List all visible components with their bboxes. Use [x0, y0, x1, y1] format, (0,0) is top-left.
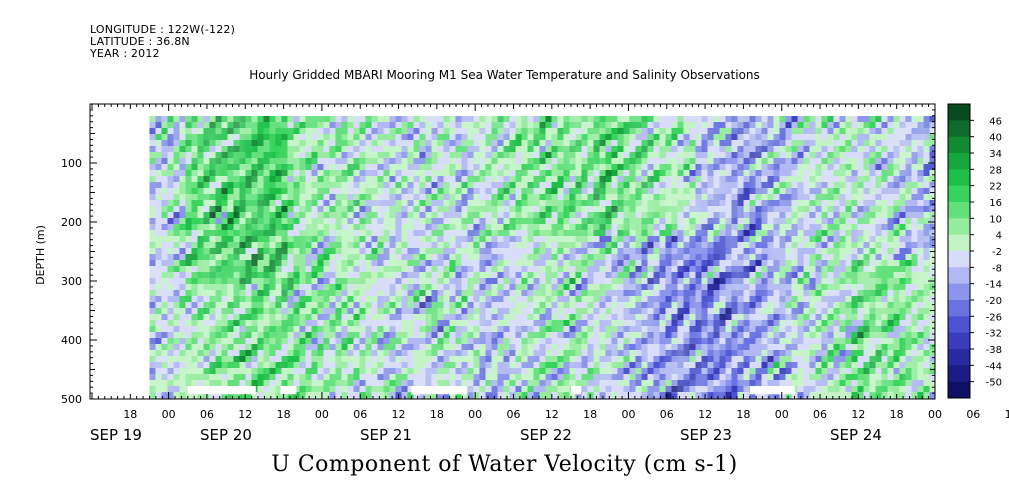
colorbar-swatch — [948, 267, 970, 285]
x-axis: 18 00 06 12 18 00 06 12 18 00 06 12 18 00 06 12 18 00 06 12… — [90, 104, 1009, 444]
x-date-label: SEP 21 — [360, 426, 412, 444]
x-hour-tick-label: 12 — [238, 408, 252, 421]
colorbar-label: 46 — [989, 116, 1002, 127]
colorbar-swatch — [948, 365, 970, 383]
colorbar-swatch — [948, 153, 970, 170]
x-hour-tick-label: 06 — [966, 408, 980, 421]
colorbar-label: 34 — [989, 149, 1002, 160]
x-date-label: SEP 23 — [680, 426, 732, 444]
x-hour-tick-label: 12 — [545, 408, 559, 421]
colorbar-swatch — [948, 218, 970, 236]
colorbar-label: -20 — [986, 296, 1002, 307]
colorbar-swatch — [948, 120, 970, 138]
colorbar-swatch — [948, 136, 970, 154]
colorbar-swatch — [948, 381, 970, 399]
x-hour-tick-label: 06 — [813, 408, 827, 421]
colorbar-label: -50 — [986, 378, 1002, 389]
year-label: YEAR : 2012 — [90, 47, 160, 60]
x-hour-tick-label: 18 — [123, 408, 137, 421]
x-hour-tick-label: 12 — [392, 408, 406, 421]
y-tick-label: 300 — [61, 275, 82, 288]
colorbar: 46 40 34 28 22 16 10 4 -2 -8 -14 -20 -26 -32 -38 -44 -50 — [947, 103, 1002, 399]
colorbar-label: 4 — [996, 231, 1002, 242]
colorbar-swatch — [948, 283, 970, 301]
y-tick-label: 400 — [61, 334, 82, 347]
x-hour-tick-label: 00 — [928, 408, 942, 421]
x-hour-tick-label: 06 — [200, 408, 214, 421]
x-hour-tick-label: 00 — [621, 408, 635, 421]
y-axis: 100 200 300 400 500 — [61, 103, 935, 406]
chart-title: Hourly Gridded MBARI Mooring M1 Sea Wate… — [249, 68, 760, 82]
colorbar-label: 28 — [989, 165, 1002, 176]
variable-title: U Component of Water Velocity (cm s-1) — [271, 452, 738, 477]
y-axis-label: DEPTH (m) — [34, 225, 47, 285]
x-hour-tick-label: 06 — [507, 408, 521, 421]
colorbar-label: -44 — [986, 361, 1002, 372]
x-date-label: SEP 22 — [520, 426, 572, 444]
colorbar-label: 16 — [989, 198, 1002, 209]
colorbar-label: 22 — [989, 182, 1002, 193]
y-tick-label: 200 — [61, 216, 82, 229]
x-hour-tick-label: 18 — [890, 408, 904, 421]
colorbar-swatch — [948, 332, 970, 350]
x-date-label: SEP 20 — [200, 426, 252, 444]
x-date-label: SEP 24 — [830, 426, 882, 444]
x-hour-tick-label: 12 — [851, 408, 865, 421]
colorbar-label: 40 — [989, 133, 1002, 144]
colorbar-swatch — [948, 185, 970, 203]
y-tick-label: 100 — [61, 157, 82, 170]
x-hour-tick-label: 00 — [775, 408, 789, 421]
colorbar-swatch — [948, 300, 970, 317]
x-date-label: SEP 19 — [90, 426, 142, 444]
colorbar-swatch — [948, 234, 970, 252]
x-hour-tick-label: 00 — [162, 408, 176, 421]
velocity-field — [149, 115, 935, 399]
x-hour-tick-label: 12 — [698, 408, 712, 421]
x-hour-tick-label: 00 — [468, 408, 482, 421]
x-hour-tick-label: 18 — [736, 408, 750, 421]
colorbar-label: -26 — [986, 312, 1002, 323]
x-hour-tick-label: 12 — [1005, 408, 1009, 421]
colorbar-swatch — [948, 202, 970, 219]
x-hour-tick-label: 06 — [353, 408, 367, 421]
colorbar-label: -8 — [992, 263, 1002, 274]
colorbar-swatch — [948, 316, 970, 334]
colorbar-swatch — [948, 251, 970, 268]
y-tick-label: 500 — [61, 393, 82, 406]
colorbar-label: -14 — [986, 280, 1002, 291]
x-hour-tick-label: 00 — [315, 408, 329, 421]
latitude-label: LATITUDE : 36.8N — [90, 35, 190, 48]
colorbar-swatch — [948, 349, 970, 366]
colorbar-label: -2 — [992, 247, 1002, 258]
colorbar-label: -38 — [986, 345, 1002, 356]
x-hour-tick-label: 18 — [583, 408, 597, 421]
colorbar-label: 10 — [989, 214, 1002, 225]
longitude-label: LONGITUDE : 122W(-122) — [90, 23, 236, 36]
x-hour-tick-label: 06 — [660, 408, 674, 421]
x-hour-tick-label: 18 — [430, 408, 444, 421]
colorbar-label: -32 — [986, 329, 1002, 340]
colorbar-swatch — [948, 169, 970, 187]
colorbar-swatch — [948, 104, 970, 121]
x-hour-tick-label: 18 — [277, 408, 291, 421]
